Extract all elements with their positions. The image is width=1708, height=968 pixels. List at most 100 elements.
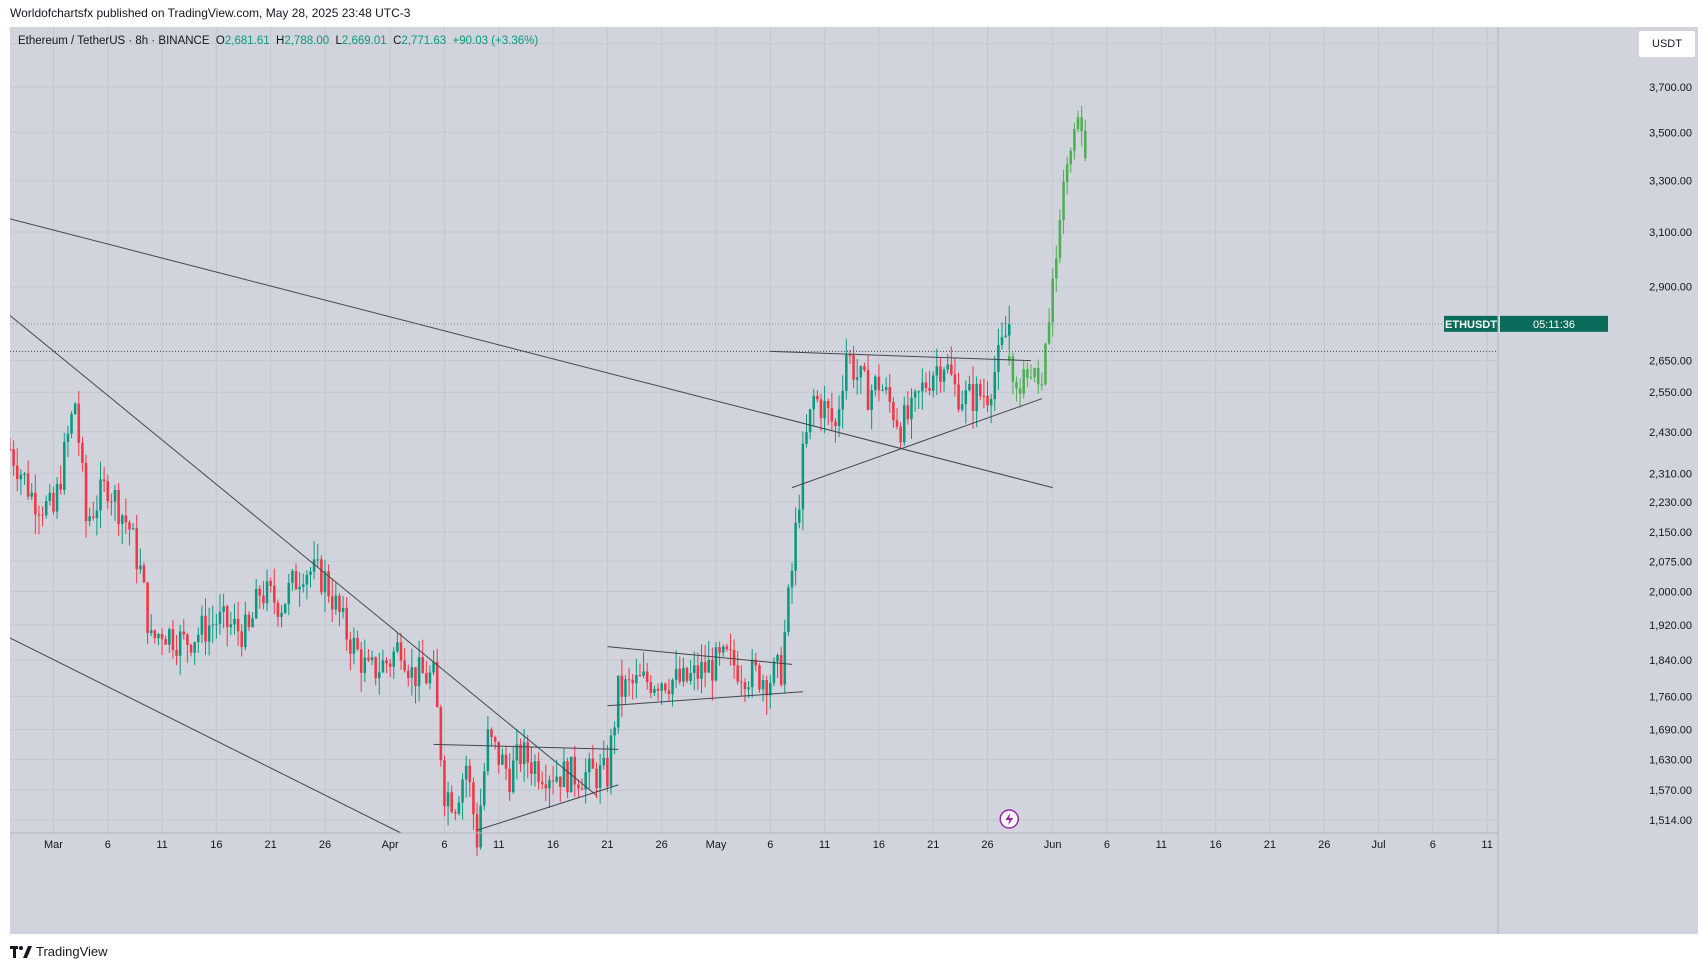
candle-body <box>736 665 739 682</box>
candle-body <box>475 814 479 848</box>
trendline <box>770 350 1031 362</box>
candle-body <box>530 762 533 774</box>
projection-candle-body <box>1073 129 1076 151</box>
candle-body <box>631 679 634 684</box>
candle-body <box>931 375 935 391</box>
candle-body <box>262 595 265 604</box>
candle-body <box>902 405 906 443</box>
y-tick-label: 1,514.00 <box>1649 815 1692 827</box>
candle-body <box>674 668 678 680</box>
footer-brand-text: TradingView <box>36 944 108 959</box>
candle-body <box>15 465 19 480</box>
candle-body <box>664 683 667 691</box>
candle-body <box>269 581 272 586</box>
candle-body <box>968 384 971 391</box>
y-tick-label: 3,300.00 <box>1649 176 1692 188</box>
candle-body <box>787 587 790 633</box>
candle-body <box>218 611 222 624</box>
candle-body <box>725 646 729 650</box>
trendline <box>607 646 793 665</box>
candle-body <box>591 758 595 769</box>
candle-body <box>443 760 446 807</box>
candle-body <box>1007 323 1011 336</box>
candle-body <box>428 672 432 684</box>
candle-body <box>164 639 167 645</box>
plot-area <box>10 27 1498 833</box>
legend-change: +90.03 (+3.36%) <box>452 35 539 47</box>
candle-body <box>312 559 316 572</box>
candle-body <box>472 782 475 815</box>
candle-body <box>160 634 164 640</box>
candle-body <box>986 395 989 406</box>
candle-body <box>215 623 218 625</box>
candle-body <box>682 667 685 682</box>
candle-body <box>877 376 881 391</box>
candle-body <box>522 742 526 765</box>
candle-body <box>841 390 844 410</box>
candle-body <box>975 383 978 411</box>
candle-body <box>732 649 736 666</box>
trendline <box>476 784 619 831</box>
candle-body <box>537 761 540 782</box>
y-tick-label: 1,760.00 <box>1649 691 1692 703</box>
candle-body <box>533 761 537 774</box>
candle-body <box>175 649 178 656</box>
y-tick-label: 1,630.00 <box>1649 754 1692 766</box>
candle-body <box>73 403 77 414</box>
x-tick-label: 16 <box>873 839 885 851</box>
candles-group <box>10 105 1087 857</box>
tradingview-brand[interactable]: TradingView <box>10 944 108 959</box>
projection-candle-body <box>1044 343 1047 385</box>
candle-body <box>135 528 138 570</box>
candle-body <box>884 386 888 390</box>
candle-body <box>483 771 486 806</box>
candle-body <box>327 571 330 597</box>
candle-body <box>146 582 149 634</box>
candle-body <box>44 500 48 516</box>
candle-body <box>84 462 88 521</box>
candle-body <box>783 632 787 685</box>
candle-body <box>870 390 873 410</box>
candle-body <box>823 400 826 419</box>
candle-body <box>667 690 671 695</box>
event-lightning-icon <box>999 809 1019 829</box>
candle-body <box>276 602 280 617</box>
candle-body <box>59 483 62 490</box>
candle-body <box>66 433 70 442</box>
candle-body <box>960 404 964 410</box>
candle-body <box>446 792 450 807</box>
candle-body <box>935 366 939 376</box>
legend-close: 2,771.63 <box>401 35 447 47</box>
candle-body <box>294 571 298 590</box>
candle-body <box>102 479 106 482</box>
candle-body <box>370 657 374 661</box>
candle-body <box>758 665 761 690</box>
candle-body <box>845 354 848 391</box>
y-tick-label: 2,150.00 <box>1649 527 1692 539</box>
price-chart[interactable]: 1,514.00 1,570.00 1,630.00 1,690.00 1,760.00… <box>10 27 1698 934</box>
x-tick-label: 16 <box>547 839 559 851</box>
symbol-legend: Ethereum / TetherUS · 8h · BINANCE O2,68… <box>18 35 538 47</box>
candle-body <box>577 784 580 789</box>
candle-body <box>993 371 997 400</box>
projection-candle-body <box>1015 381 1018 389</box>
candle-body <box>689 673 692 681</box>
chart-frame[interactable]: 1,514.00 1,570.00 1,630.00 1,690.00 1,760.00… <box>10 27 1698 934</box>
candle-body <box>540 781 544 785</box>
candle-body <box>859 366 863 378</box>
candle-body <box>240 631 243 648</box>
y-tick-label: 2,075.00 <box>1649 556 1692 568</box>
projection-candle-body <box>1047 322 1051 344</box>
candle-body <box>417 657 421 687</box>
currency-button[interactable]: USDT <box>1638 30 1696 58</box>
candle-body <box>649 682 653 694</box>
candle-body <box>779 655 783 685</box>
candle-body <box>837 409 841 426</box>
candle-body <box>917 391 920 393</box>
candle-body <box>439 707 443 761</box>
candle-body <box>236 618 240 632</box>
x-tick-label: 26 <box>656 839 668 851</box>
candle-body <box>928 388 931 391</box>
projection-candle-body <box>1084 130 1087 159</box>
x-tick-label: 11 <box>1481 839 1492 851</box>
